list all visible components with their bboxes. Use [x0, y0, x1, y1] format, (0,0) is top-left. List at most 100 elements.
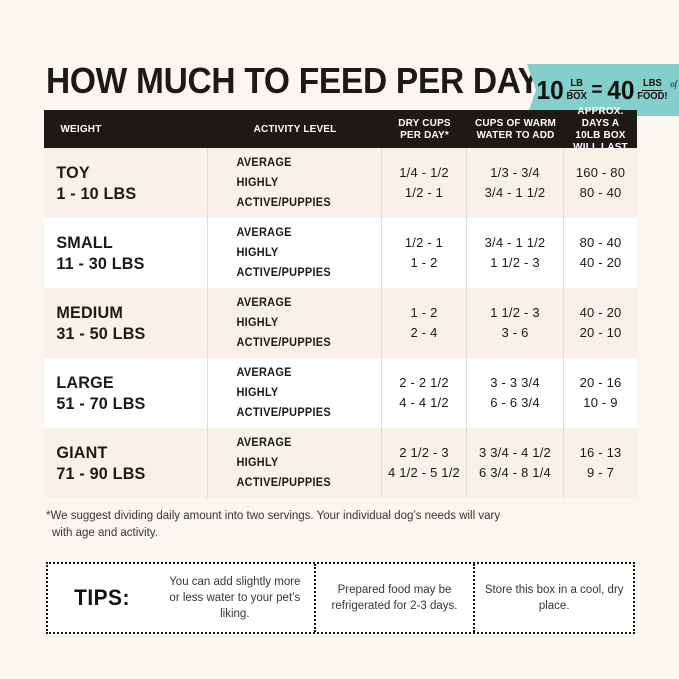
table-row: SMALL 11 - 30 LBS AVERAGE HIGHLY ACTIVE/…: [44, 218, 637, 288]
weight-range-label: 11 - 30 LBS: [56, 254, 145, 273]
page-title: HOW MUCH TO FEED PER DAY: [46, 60, 540, 101]
weight-size-label: TOY: [56, 163, 90, 182]
dry-cups-1: 2 - 2 1/2: [399, 375, 449, 390]
weight-range-label: 1 - 10 LBS: [56, 184, 137, 203]
days-last-1: 160 - 80: [575, 165, 626, 180]
title-row: HOW MUCH TO FEED PER DAY 10 LB BOX = 40 …: [0, 30, 679, 116]
column-header-dry-cups-line2: PER DAY*: [400, 129, 449, 141]
warm-water-2: 3 - 6: [501, 325, 529, 340]
cell-weight: LARGE 51 - 70 LBS: [44, 358, 208, 428]
cell-weight: TOY 1 - 10 LBS: [44, 148, 208, 218]
footnote-line-2: with age and activity.: [52, 527, 158, 539]
footnote: *We suggest dividing daily amount into t…: [46, 508, 626, 542]
warm-water-2: 6 3/4 - 8 1/4: [479, 465, 551, 480]
days-last-1: 80 - 40: [579, 235, 622, 250]
warm-water-1: 3 3/4 - 4 1/2: [479, 445, 551, 460]
dry-cups-2: 4 - 4 1/2: [399, 395, 449, 410]
column-header-warm-water-line2: WATER TO ADD: [476, 129, 555, 141]
cell-weight: SMALL 11 - 30 LBS: [44, 218, 208, 288]
activity-level-2: HIGHLY ACTIVE/PUPPIES: [236, 247, 331, 279]
weight-size-label: MEDIUM: [56, 303, 123, 322]
dry-cups-1: 1 - 2: [410, 305, 438, 320]
badge-unit-numerator: LB: [569, 77, 585, 91]
cell-warm-water: 3 - 3 3/4 6 - 6 3/4: [467, 358, 564, 428]
badge-result-denominator: FOOD!: [637, 90, 668, 102]
cell-activity: AVERAGE HIGHLY ACTIVE/PUPPIES: [208, 428, 382, 498]
dry-cups-2: 1 - 2: [410, 255, 438, 270]
activity-level-1: AVERAGE: [236, 157, 292, 169]
warm-water-1: 3/4 - 1 1/2: [484, 235, 546, 250]
cell-dry-cups: 2 - 2 1/2 4 - 4 1/2: [382, 358, 467, 428]
cell-days-last: 160 - 80 80 - 40: [564, 148, 637, 218]
dry-cups-1: 1/4 - 1/2: [399, 165, 449, 180]
weight-range-label: 71 - 90 LBS: [56, 464, 146, 483]
tips-label: TIPS:: [74, 585, 130, 610]
footnote-line-1: *We suggest dividing daily amount into t…: [46, 510, 501, 522]
activity-level-1: AVERAGE: [236, 437, 292, 449]
cell-weight: GIANT 71 - 90 LBS: [44, 428, 208, 498]
activity-level-1: AVERAGE: [236, 227, 292, 239]
cell-days-last: 40 - 20 20 - 10: [564, 288, 637, 358]
cell-days-last: 16 - 13 9 - 7: [564, 428, 637, 498]
column-header-warm-water: CUPS OF WARM WATER TO ADD: [469, 110, 561, 148]
cell-warm-water: 3 3/4 - 4 1/2 6 3/4 - 8 1/4: [467, 428, 564, 498]
weight-size-label: LARGE: [56, 373, 114, 392]
cell-activity: AVERAGE HIGHLY ACTIVE/PUPPIES: [208, 288, 382, 358]
days-last-2: 80 - 40: [579, 185, 622, 200]
cell-days-last: 20 - 16 10 - 9: [564, 358, 637, 428]
dry-cups-2: 1/2 - 1: [404, 185, 444, 200]
cell-activity: AVERAGE HIGHLY ACTIVE/PUPPIES: [208, 218, 382, 288]
days-last-2: 20 - 10: [579, 325, 622, 340]
cell-dry-cups: 1/4 - 1/2 1/2 - 1: [382, 148, 467, 218]
dry-cups-2: 2 - 4: [410, 325, 438, 340]
warm-water-1: 3 - 3 3/4: [490, 375, 540, 390]
badge-quantity: 10: [536, 75, 564, 105]
days-last-1: 20 - 16: [579, 375, 622, 390]
activity-level-1: AVERAGE: [236, 297, 292, 309]
cell-warm-water: 1/3 - 3/4 3/4 - 1 1/2: [467, 148, 564, 218]
badge-result-fraction: LBS FOOD!: [637, 78, 668, 102]
tip-item: Store this box in a cool, dry place.: [473, 564, 633, 632]
activity-level-2: HIGHLY ACTIVE/PUPPIES: [236, 387, 331, 419]
days-last-1: 16 - 13: [579, 445, 622, 460]
column-header-dry-cups: DRY CUPS PER DAY*: [384, 110, 465, 148]
column-header-days-last: APPROX. DAYS A 10LB BOX WILL LAST: [566, 105, 635, 153]
cell-days-last: 80 - 40 40 - 20: [564, 218, 637, 288]
cell-dry-cups: 2 1/2 - 3 4 1/2 - 5 1/2: [382, 428, 467, 498]
cell-dry-cups: 1 - 2 2 - 4: [382, 288, 467, 358]
activity-level-1: AVERAGE: [236, 367, 292, 379]
tip-item: Prepared food may be refrigerated for 2-…: [313, 564, 474, 632]
warm-water-1: 1/3 - 3/4: [490, 165, 540, 180]
days-last-2: 9 - 7: [586, 465, 614, 480]
table-row: TOY 1 - 10 LBS AVERAGE HIGHLY ACTIVE/PUP…: [44, 148, 637, 218]
days-last-2: 10 - 9: [583, 395, 618, 410]
days-last-2: 40 - 20: [579, 255, 622, 270]
dry-cups-1: 1/2 - 1: [404, 235, 444, 250]
cell-warm-water: 3/4 - 1 1/2 1 1/2 - 3: [467, 218, 564, 288]
cell-warm-water: 1 1/2 - 3 3 - 6: [467, 288, 564, 358]
cell-dry-cups: 1/2 - 1 1 - 2: [382, 218, 467, 288]
cell-activity: AVERAGE HIGHLY ACTIVE/PUPPIES: [208, 358, 382, 428]
badge-result: 40: [607, 75, 635, 105]
table-row: MEDIUM 31 - 50 LBS AVERAGE HIGHLY ACTIVE…: [44, 288, 637, 358]
weight-range-label: 51 - 70 LBS: [56, 394, 146, 413]
badge-unit-denominator: BOX: [566, 90, 588, 102]
cell-activity: AVERAGE HIGHLY ACTIVE/PUPPIES: [208, 148, 382, 218]
feeding-table: WEIGHT ACTIVITY LEVEL DRY CUPS PER DAY* …: [44, 105, 637, 498]
weight-size-label: GIANT: [56, 443, 108, 462]
column-header-days-last-line2: 10LB BOX WILL LAST: [573, 129, 628, 153]
weight-range-label: 31 - 50 LBS: [56, 324, 146, 343]
dry-cups-1: 2 1/2 - 3: [399, 445, 449, 460]
table-row: GIANT 71 - 90 LBS AVERAGE HIGHLY ACTIVE/…: [44, 428, 637, 498]
dry-cups-2: 4 1/2 - 5 1/2: [388, 465, 460, 480]
conversion-badge: 10 LB BOX = 40 LBS FOOD! of: [527, 64, 679, 116]
activity-level-2: HIGHLY ACTIVE/PUPPIES: [236, 457, 331, 489]
days-last-1: 40 - 20: [579, 305, 622, 320]
column-header-days-last-line1: APPROX. DAYS A: [577, 105, 624, 129]
cell-weight: MEDIUM 31 - 50 LBS: [44, 288, 208, 358]
tip-item: You can add slightly more or less water …: [169, 576, 301, 620]
column-header-activity: ACTIVITY LEVEL: [253, 123, 337, 135]
table-header-row: WEIGHT ACTIVITY LEVEL DRY CUPS PER DAY* …: [44, 105, 637, 153]
tips-box: TIPS: You can add slightly more or less …: [46, 562, 635, 634]
column-header-weight: WEIGHT: [60, 123, 102, 135]
